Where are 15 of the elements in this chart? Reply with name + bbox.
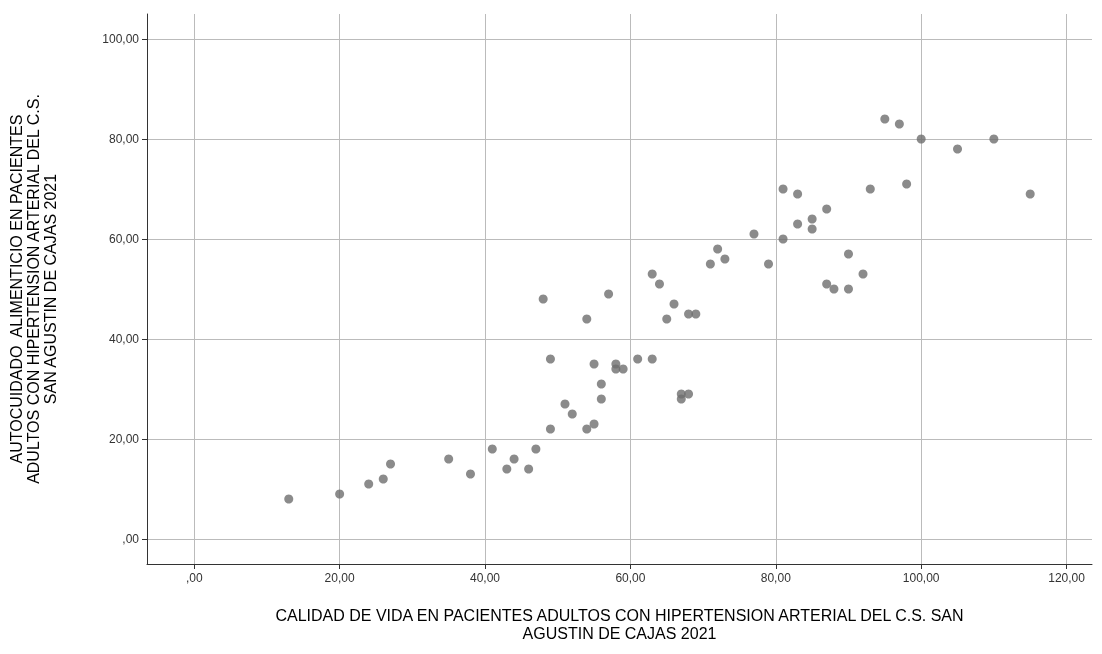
y-tick-label: 60,00 [108, 232, 140, 246]
x-tick-label: 100,00 [902, 571, 940, 585]
x-tick-label: ,00 [185, 571, 203, 585]
y-tick-label: 80,00 [108, 132, 140, 146]
x-tick-label: 60,00 [615, 571, 646, 585]
x-tick-label: 20,00 [324, 571, 355, 585]
y-tick-label: 40,00 [108, 332, 140, 346]
y-axis-title: AUTOCUIDADO ALIMENTICIO EN PACIENTES ADULTOS CON HIPERTENSION ARTERIAL DEL C.S. SAN AGUSTIN DE CAJAS 2021 [8, 94, 59, 484]
y-tick-label: ,00 [122, 532, 140, 546]
y-tick-label: 20,00 [108, 432, 140, 446]
x-axis-title: CALIDAD DE VIDA EN PACIENTES ADULTOS CON HIPERTENSION ARTERIAL DEL C.S. SAN AGUSTIN DE CAJAS 2021 [275, 606, 964, 642]
x-tick-label: 40,00 [470, 571, 501, 585]
x-tick-label: 120,00 [1048, 571, 1086, 585]
x-tick-label: 80,00 [760, 571, 792, 585]
y-tick-label: 100,00 [102, 32, 140, 46]
